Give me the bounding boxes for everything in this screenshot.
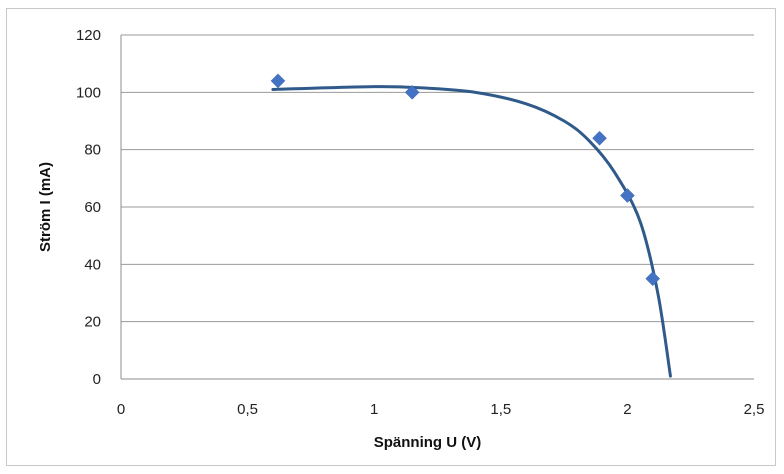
- chart-frame: [6, 8, 776, 466]
- y-tick-labels: 0 20 40 60 80 100 120: [76, 27, 101, 388]
- data-points: [270, 73, 661, 287]
- data-point-diamond: [404, 84, 420, 100]
- y-tick-label: 40: [84, 256, 101, 273]
- x-tick-label: 0,5: [237, 401, 258, 418]
- y-tick-label: 120: [76, 27, 101, 44]
- x-tick-label: 1: [370, 401, 378, 418]
- y-tick-label: 100: [76, 84, 101, 101]
- data-point-diamond: [645, 271, 661, 287]
- trendline: [271, 85, 672, 378]
- x-axis-title: Spänning U (V): [374, 434, 482, 451]
- trendline-group: [271, 85, 672, 378]
- x-tick-label: 1,5: [490, 401, 511, 418]
- y-tick-label: 0: [93, 371, 101, 388]
- y-tick-label: 60: [84, 199, 101, 216]
- data-point-diamond: [620, 188, 635, 203]
- x-tick-labels: 0 0,5 1 1,5 2 2,5: [117, 401, 765, 418]
- data-point-diamond: [270, 73, 286, 89]
- x-tick-label: 0: [117, 401, 125, 418]
- y-tick-label: 20: [84, 314, 101, 331]
- y-axis-title: Ström I (mA): [37, 162, 54, 252]
- gridlines: [120, 34, 754, 380]
- x-tick-label: 2: [623, 401, 631, 418]
- x-tick-label: 2,5: [744, 401, 765, 418]
- data-point-diamond: [592, 130, 607, 146]
- y-tick-label: 80: [84, 142, 101, 159]
